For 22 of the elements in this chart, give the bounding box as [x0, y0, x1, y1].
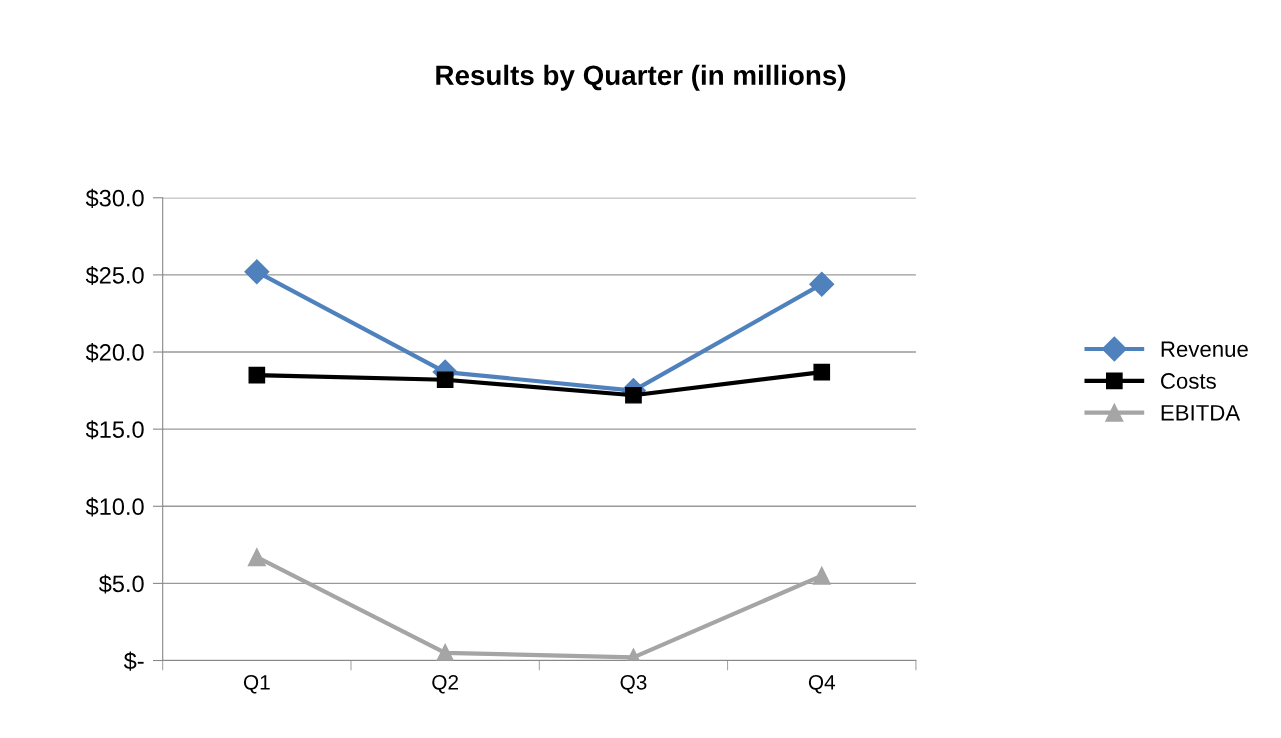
y-tick-label: $15.0 [85, 420, 144, 440]
y-tick-label: $20.0 [85, 343, 144, 363]
point [436, 371, 454, 389]
point [244, 259, 270, 285]
legend-label: Revenue [1161, 341, 1248, 358]
point [813, 363, 831, 381]
point [248, 366, 266, 384]
x-tick-label: Q1 [243, 674, 270, 694]
y-tick-label: $25.0 [85, 265, 144, 286]
point [809, 271, 835, 297]
legend-label: EBITDA [1161, 405, 1241, 421]
x-tick-label: Q2 [432, 674, 458, 694]
chart-title: Results by Quarter (in millions) [436, 64, 846, 91]
y-tick-label: $30.0 [85, 188, 144, 208]
point [812, 566, 831, 585]
x-tick-label: Q3 [620, 674, 647, 694]
y-tick-label: $10.0 [85, 497, 144, 517]
legend-label: Costs [1161, 373, 1216, 389]
y-tick-label: $5.0 [98, 574, 144, 594]
y-tick-label: $- [123, 651, 144, 671]
x-tick-label: Q4 [808, 674, 836, 694]
point [247, 548, 266, 567]
